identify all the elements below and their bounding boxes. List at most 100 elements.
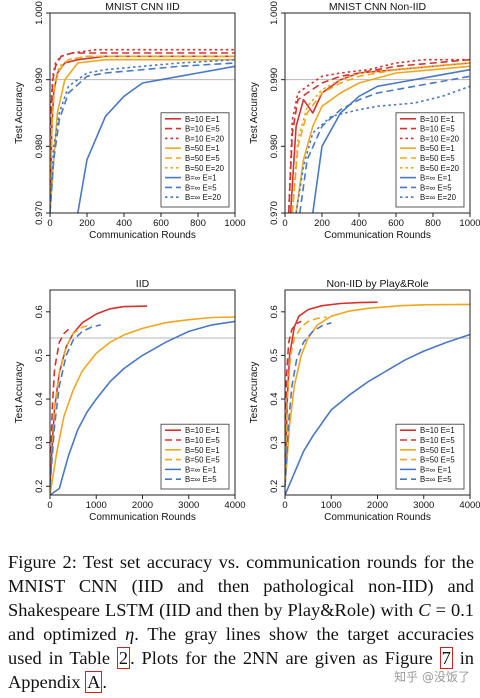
- legend-label-b-inf-e-5: B=∞ E=5: [420, 475, 452, 484]
- series-line-b-50-e-5: [285, 316, 327, 487]
- x-tick-label: 4000: [224, 500, 245, 511]
- series-line-b-inf-e-1: [77, 65, 235, 213]
- series-line-b-10-e-1: [285, 301, 378, 487]
- plot-frame: [284, 12, 471, 214]
- legend-label-b-50-e-1: B=50 E=1: [420, 144, 455, 153]
- legend-label-b-50-e-1: B=50 E=1: [185, 144, 220, 153]
- y-tick-label: 0.6: [269, 305, 280, 318]
- appendix-ref-link[interactable]: A: [85, 671, 103, 693]
- x-tick-label: 2000: [132, 500, 153, 511]
- legend: B=10 E=1B=10 E=5B=50 E=1B=50 E=5B=∞ E=1B…: [395, 423, 465, 490]
- x-tick-label: 400: [116, 218, 132, 229]
- x-tick-label: 600: [153, 218, 169, 229]
- x-tick-label: 0: [47, 500, 52, 511]
- legend-label-b-50-e-5: B=50 E=5: [420, 456, 455, 465]
- series-group: [50, 48, 235, 213]
- legend-label-b-10-e-5: B=10 E=5: [420, 125, 455, 134]
- legend-label-b-50-e-20: B=50 E=20: [185, 164, 225, 173]
- x-tick-label: 200: [314, 218, 330, 229]
- legend-box: [160, 423, 230, 490]
- series-line-b-50-e-1: [50, 316, 235, 495]
- series-line-b-50-e-1: [295, 65, 470, 213]
- caption-text-e: in Appendix: [8, 648, 475, 692]
- x-tick-label: 1000: [459, 218, 480, 229]
- legend: B=10 E=1B=10 E=5B=10 E=20B=50 E=1B=50 E=…: [160, 112, 230, 208]
- series-line-b-10-e-5: [50, 328, 70, 487]
- legend: B=10 E=1B=10 E=5B=10 E=20B=50 E=1 B=50 E=…: [395, 112, 465, 208]
- y-tick-label: 1.000: [269, 1, 280, 25]
- y-tick-label: 0.970: [269, 201, 280, 225]
- legend-label-b-50-e-1: B=50 E=1: [185, 446, 220, 455]
- legend-label-b-50-e-5: B=50 E=5: [185, 154, 220, 163]
- legend-label-b-inf-e-5: B=∞ E=5: [185, 183, 217, 192]
- series-line-b-inf-e-20: [295, 85, 470, 213]
- series-line-b-10-e-5: [287, 58, 470, 213]
- legend-label-b-inf-e-1: B=∞ E=1: [185, 174, 217, 183]
- legend-label-b-10-e-1: B=10 E=1: [420, 115, 455, 124]
- x-tick-label: 800: [190, 218, 206, 229]
- y-tick-label: 0.3: [269, 436, 280, 449]
- figure-ref-link[interactable]: 7: [439, 647, 453, 669]
- legend-label-b-10-e-20: B=10 E=20: [420, 134, 460, 143]
- legend-label-b-10-e-20: B=10 E=20: [185, 134, 225, 143]
- series-line-b-inf-e-20: [50, 58, 235, 213]
- caption-text-f: .: [102, 672, 108, 692]
- legend-label-b-inf-e-1: B=∞ E=1: [420, 174, 452, 183]
- series-group: [50, 305, 235, 495]
- caption-text-d: . Plots for the 2NN are given as Figure: [130, 648, 440, 668]
- figure-2-charts: MNIST CNN IID 0 200 400 600 800 1000 0.970 0.980…: [14, 1, 480, 523]
- series-line-b-inf-e-1: [312, 68, 470, 213]
- x-axis-label: Communication Rounds: [89, 230, 196, 241]
- series-line-b-inf-e-5: [285, 321, 332, 487]
- y-axis-label: Test Accuracy: [14, 82, 25, 144]
- y-tick-label: 0.4: [34, 392, 45, 405]
- table-ref-link[interactable]: 2: [116, 647, 131, 669]
- caption-text-a: Test set accuracy vs. communication roun…: [8, 552, 474, 620]
- series-line-b-10-e-20: [50, 48, 235, 213]
- legend-label-b-10-e-1: B=10 E=1: [420, 426, 455, 435]
- legend-label-b-10-e-1: B=10 E=1: [185, 115, 220, 124]
- legend-label-b-inf-e-5: B=∞ E=5: [420, 183, 452, 192]
- legend-label-b-inf-e-20: B=∞ E=20: [420, 193, 457, 202]
- series-line-b-inf-e-1: [50, 320, 235, 495]
- y-tick-label: 0.990: [269, 68, 280, 92]
- x-tick-label: 2000: [367, 500, 388, 511]
- figure-caption: Figure 2: Test set accuracy vs. communic…: [8, 550, 474, 694]
- series-group: [287, 58, 470, 213]
- legend-label-b-50-e-1: B=50 E=1: [420, 446, 455, 455]
- y-tick-label: 0.990: [34, 68, 45, 92]
- x-tick-label: 1000: [224, 218, 245, 229]
- legend-label-b-inf-e-1: B=∞ E=1: [420, 465, 452, 474]
- chart-panel-3: IID 0 1000 2000 3000 4000 0.2 0.3 0.4 0.5 0.6 Commu…: [14, 278, 246, 523]
- chart-title: MNIST CNN IID: [105, 1, 180, 13]
- chart-title: IID: [136, 278, 150, 290]
- legend-label-b-inf-e-5: B=∞ E=5: [185, 475, 217, 484]
- y-tick-label: 0.2: [34, 480, 45, 493]
- legend: B=10 E=1B=10 E=5B=50 E=1B=50 E=5B=∞ E=1B…: [160, 423, 230, 490]
- legend-box: [395, 423, 465, 490]
- y-tick-label: 0.980: [269, 134, 280, 158]
- x-tick-label: 600: [388, 218, 404, 229]
- y-axis-label: Test Accuracy: [249, 362, 260, 424]
- y-tick-label: 0.3: [34, 436, 45, 449]
- y-tick-label: 0.980: [34, 134, 45, 158]
- y-axis-label: Test Accuracy: [14, 362, 25, 424]
- series-line-b-10-e-5: [285, 320, 302, 487]
- x-tick-label: 0: [47, 218, 52, 229]
- x-tick-label: 800: [425, 218, 441, 229]
- x-tick-label: 400: [351, 218, 367, 229]
- legend-label-b-50-e-20: B=50 E=20: [420, 164, 460, 173]
- chart-title: MNIST CNN Non-IID: [329, 1, 427, 13]
- x-tick-label: 3000: [178, 500, 199, 511]
- x-tick-label: 1000: [86, 500, 107, 511]
- x-tick-label: 200: [79, 218, 95, 229]
- chart-title: Non-IID by Play&Role: [326, 278, 428, 290]
- chart-panel-1: MNIST CNN IID 0 200 400 600 800 1000 0.970 0.980…: [14, 1, 246, 241]
- chart-panel-4: Non-IID by Play&Role 0 1000 2000 3000 4000 0.2…: [249, 278, 480, 523]
- series-line-b-50-e-5: [291, 62, 470, 213]
- y-tick-label: 0.2: [269, 480, 280, 493]
- x-tick-label: 0: [282, 500, 287, 511]
- y-tick-label: 0.5: [269, 349, 280, 362]
- series-line-b-50-e-5: [50, 55, 235, 213]
- caption-label: Figure 2:: [8, 552, 77, 572]
